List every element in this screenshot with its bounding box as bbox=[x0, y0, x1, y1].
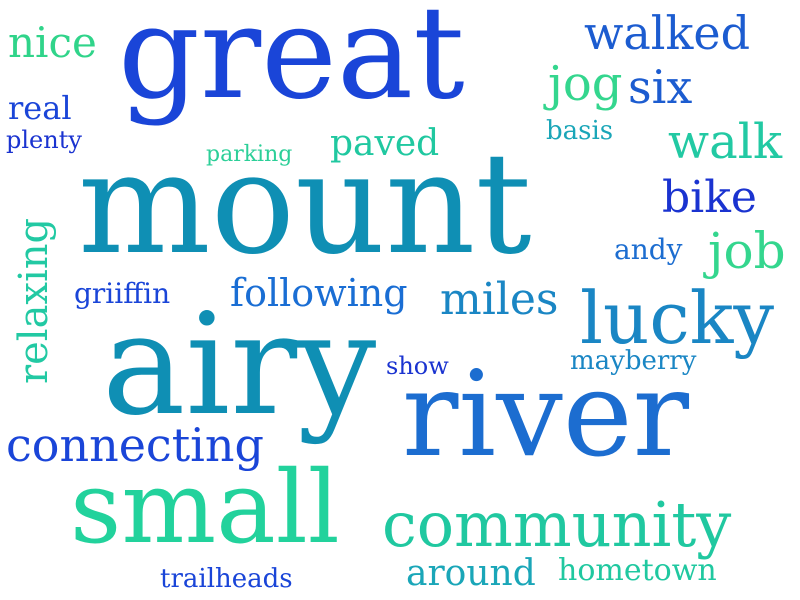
word-connecting: connecting bbox=[6, 418, 264, 472]
word-andy: andy bbox=[614, 233, 683, 266]
word-show: show bbox=[386, 352, 449, 380]
word-small: small bbox=[70, 449, 340, 566]
word-lucky: lucky bbox=[580, 276, 775, 360]
word-paved: paved bbox=[330, 123, 440, 164]
word-bike: bike bbox=[662, 172, 757, 223]
word-plenty: plenty bbox=[6, 126, 82, 154]
word-miles: miles bbox=[440, 274, 559, 325]
word-great: great bbox=[118, 0, 465, 128]
word-around: around bbox=[406, 553, 536, 594]
word-walked: walked bbox=[584, 6, 751, 60]
word-basis: basis bbox=[546, 116, 614, 146]
word-walk: walk bbox=[668, 114, 783, 170]
word-relaxing: relaxing bbox=[11, 217, 57, 384]
word-mount: mount bbox=[78, 123, 532, 286]
word-six: six bbox=[628, 60, 693, 114]
word-mayberry: mayberry bbox=[570, 346, 697, 376]
word-trailheads: trailheads bbox=[160, 564, 293, 594]
word-airy: airy bbox=[102, 284, 377, 447]
word-real: real bbox=[8, 89, 72, 127]
word-job: job bbox=[708, 222, 786, 280]
word-following: following bbox=[230, 271, 408, 315]
word-hometown: hometown bbox=[558, 553, 717, 588]
word-griiffin: griiffin bbox=[74, 277, 171, 310]
word-nice: nice bbox=[8, 18, 97, 67]
word-river: river bbox=[402, 345, 690, 483]
word-parking: parking bbox=[206, 142, 293, 167]
word-community: community bbox=[382, 488, 732, 561]
word-jog: jog bbox=[548, 56, 623, 112]
